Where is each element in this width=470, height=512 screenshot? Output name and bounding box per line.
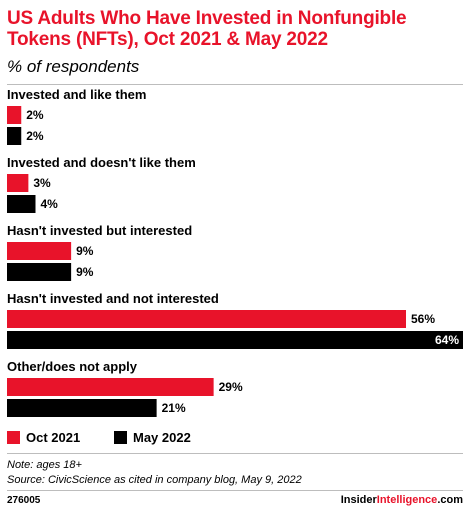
legend-item-may-2022: May 2022	[114, 430, 191, 445]
value-label-invested-and-like-them-oct-2021: 2%	[26, 108, 44, 122]
bar-invested-and-doesn-t-like-them-oct-2021	[7, 174, 29, 192]
chart-subtitle: % of respondents	[7, 57, 140, 76]
top-divider	[7, 84, 463, 85]
value-label-invested-and-like-them-may-2022: 2%	[26, 129, 44, 143]
chart-id: 276005	[7, 495, 41, 506]
legend-label-may-2022: May 2022	[133, 430, 191, 445]
source-text: Source: CivicScience as cited in company…	[7, 474, 302, 486]
value-label-hasn-t-invested-but-interested-may-2022: 9%	[76, 265, 94, 279]
bar-hasn-t-invested-and-not-interested-may-2022	[7, 331, 463, 349]
footer-divider	[7, 490, 463, 491]
bottom-divider	[7, 453, 463, 454]
bar-chart: Invested and like them 2% 2% Invested and d…	[7, 87, 463, 417]
brand-part-2: Intelligence	[376, 494, 438, 506]
category-label-hasn-t-invested-but-interested: Hasn't invested but interested	[7, 223, 192, 238]
legend-label-oct-2021: Oct 2021	[26, 430, 81, 445]
value-label-invested-and-doesn-t-like-them-may-2022: 4%	[41, 197, 59, 211]
bar-hasn-t-invested-and-not-interested-oct-2021	[7, 310, 406, 328]
chart-title: US Adults Who Have Invested in Nonfungib…	[7, 8, 407, 50]
bar-hasn-t-invested-but-interested-oct-2021	[7, 242, 72, 260]
value-label-hasn-t-invested-but-interested-oct-2021: 9%	[76, 244, 94, 258]
bar-invested-and-like-them-oct-2021	[7, 106, 22, 124]
value-label-hasn-t-invested-and-not-interested-may-2022: 64%	[435, 333, 459, 347]
value-label-hasn-t-invested-and-not-interested-oct-2021: 56%	[411, 312, 435, 326]
category-label-invested-and-like-them: Invested and like them	[7, 87, 146, 102]
bar-invested-and-like-them-may-2022	[7, 127, 22, 145]
brand-logo: InsiderIntelligence.com	[341, 494, 463, 506]
bar-other-does-not-apply-oct-2021	[7, 378, 214, 396]
legend-swatch-oct-2021	[7, 431, 20, 444]
value-label-invested-and-doesn-t-like-them-oct-2021: 3%	[33, 176, 51, 190]
bar-other-does-not-apply-may-2022	[7, 399, 157, 417]
legend-item-oct-2021: Oct 2021	[7, 430, 80, 445]
legend-swatch-may-2022	[114, 431, 127, 444]
value-label-other-does-not-apply-may-2022: 21%	[162, 401, 186, 415]
category-label-hasn-t-invested-and-not-interested: Hasn't invested and not interested	[7, 291, 219, 306]
bar-invested-and-doesn-t-like-them-may-2022	[7, 195, 36, 213]
brand-part-3: .com	[437, 494, 463, 506]
category-label-invested-and-doesn-t-like-them: Invested and doesn't like them	[7, 155, 196, 170]
bar-hasn-t-invested-but-interested-may-2022	[7, 263, 72, 281]
value-label-other-does-not-apply-oct-2021: 29%	[219, 380, 243, 394]
note-text: Note: ages 18+	[7, 459, 82, 471]
brand-part-1: Insider	[340, 494, 377, 506]
category-label-other-does-not-apply: Other/does not apply	[7, 359, 138, 374]
